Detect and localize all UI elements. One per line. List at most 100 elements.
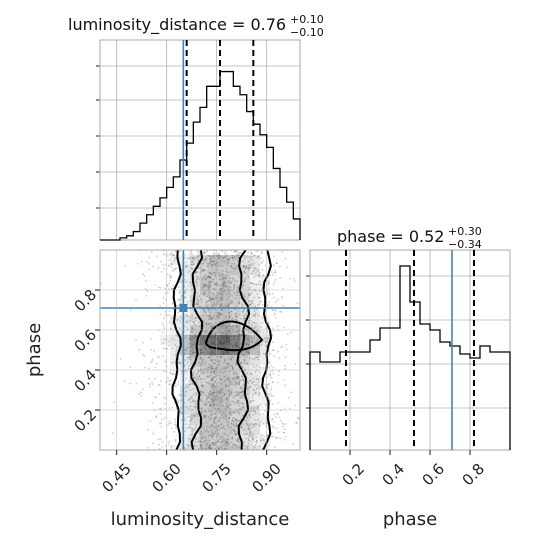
scatter-point xyxy=(236,280,238,283)
scatter-point xyxy=(194,335,197,337)
scatter-point xyxy=(247,428,250,430)
scatter-point xyxy=(179,299,181,302)
scatter-point xyxy=(168,274,171,277)
scatter-point xyxy=(229,257,232,259)
scatter-point xyxy=(192,388,195,390)
scatter-point xyxy=(167,285,169,287)
scatter-point xyxy=(199,357,201,360)
scatter-point xyxy=(259,283,262,286)
scatter-point xyxy=(245,327,248,330)
scatter-point xyxy=(206,370,209,373)
scatter-point xyxy=(145,295,148,297)
scatter-point xyxy=(270,432,273,434)
scatter-point xyxy=(189,433,192,436)
scatter-point xyxy=(211,441,213,444)
scatter-point xyxy=(247,300,250,303)
scatter-point xyxy=(192,371,195,374)
scatter-point xyxy=(217,381,220,384)
scatter-point xyxy=(173,260,176,262)
scatter-point xyxy=(252,377,255,380)
scatter-point xyxy=(250,373,253,376)
scatter-point xyxy=(234,297,237,300)
scatter-point xyxy=(194,400,197,402)
scatter-point xyxy=(218,254,221,256)
scatter-point xyxy=(202,277,204,279)
scatter-point xyxy=(250,372,253,375)
scatter-point xyxy=(220,423,223,426)
scatter-point xyxy=(239,297,242,300)
scatter-point xyxy=(179,292,182,294)
scatter-point xyxy=(189,358,192,361)
scatter-point xyxy=(205,278,207,281)
scatter-point xyxy=(204,293,206,296)
scatter-point xyxy=(205,398,208,401)
scatter-point xyxy=(236,402,238,405)
scatter-point xyxy=(227,378,230,381)
scatter-point xyxy=(199,266,202,269)
scatter-point xyxy=(252,423,255,426)
scatter-point xyxy=(218,313,221,316)
scatter-point xyxy=(189,320,192,322)
scatter-point xyxy=(202,391,205,394)
scatter-point xyxy=(158,356,161,358)
density-cell xyxy=(210,335,220,345)
scatter-point xyxy=(257,296,260,299)
density-cell xyxy=(200,305,210,315)
scatter-point xyxy=(249,339,251,342)
scatter-point xyxy=(169,276,172,279)
scatter-point xyxy=(180,399,183,401)
scatter-point xyxy=(247,264,250,266)
scatter-point xyxy=(207,272,210,274)
scatter-point xyxy=(274,309,277,312)
scatter-point xyxy=(218,253,220,256)
scatter-point xyxy=(250,422,253,425)
scatter-point xyxy=(281,251,283,254)
scatter-point xyxy=(206,285,209,288)
scatter-point xyxy=(211,298,214,301)
density-cell xyxy=(210,345,220,355)
scatter-point xyxy=(220,303,222,306)
density-cell xyxy=(230,435,240,445)
scatter-point xyxy=(235,291,238,293)
scatter-point xyxy=(261,261,264,264)
scatter-point xyxy=(245,312,248,315)
scatter-point xyxy=(220,293,223,296)
scatter-point xyxy=(241,395,244,397)
scatter-point xyxy=(225,408,227,410)
scatter-point xyxy=(186,300,189,303)
scatter-point xyxy=(226,331,229,333)
scatter-point xyxy=(254,370,257,373)
scatter-point xyxy=(198,433,201,435)
scatter-point xyxy=(209,271,212,274)
scatter-point xyxy=(177,400,180,402)
scatter-point xyxy=(206,276,209,279)
scatter-point xyxy=(231,419,234,422)
scatter-point xyxy=(201,363,204,365)
scatter-point xyxy=(173,254,176,257)
scatter-point xyxy=(186,327,189,329)
scatter-point xyxy=(269,374,272,377)
scatter-xtick-label: 0.75 xyxy=(198,460,234,496)
scatter-point xyxy=(218,424,220,427)
scatter-point xyxy=(235,316,238,318)
scatter-point xyxy=(192,374,195,376)
scatter-point xyxy=(203,416,206,418)
scatter-point xyxy=(214,412,217,415)
scatter-point xyxy=(236,335,239,337)
scatter-point xyxy=(261,251,263,254)
scatter-point xyxy=(189,317,192,319)
scatter-point xyxy=(189,263,192,266)
scatter-point xyxy=(177,346,180,348)
scatter-point xyxy=(250,436,253,439)
scatter-point xyxy=(251,437,254,440)
scatter-point xyxy=(194,333,197,336)
scatter-point xyxy=(161,445,163,448)
scatter-point xyxy=(246,433,248,435)
scatter-point xyxy=(211,400,214,403)
density-cell xyxy=(230,335,240,345)
scatter-point xyxy=(253,254,256,257)
scatter-point xyxy=(168,440,171,443)
scatter-point xyxy=(242,260,245,263)
scatter-point xyxy=(230,265,233,268)
scatter-point xyxy=(243,419,246,422)
